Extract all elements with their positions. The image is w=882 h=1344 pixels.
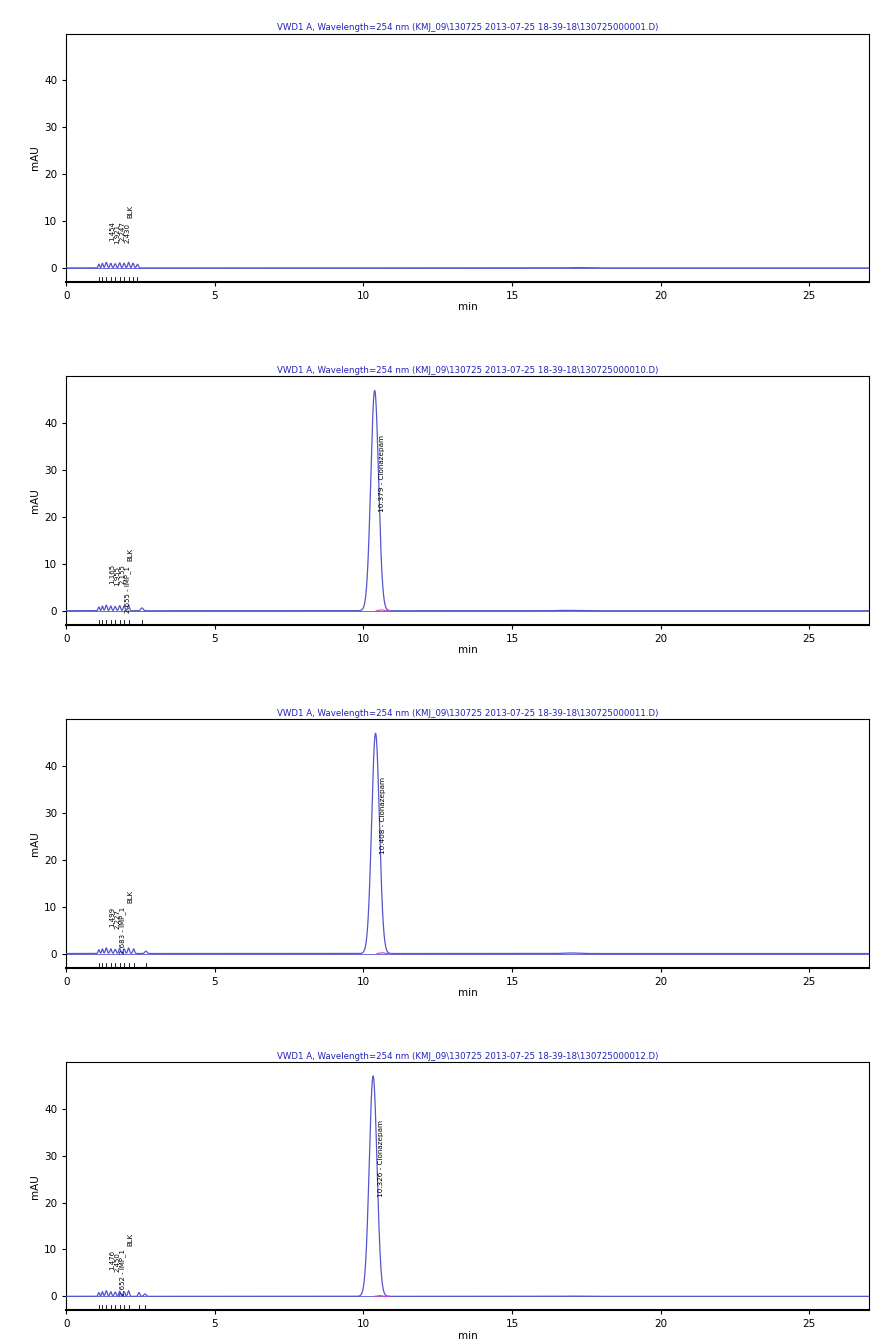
X-axis label: min: min [458, 302, 477, 312]
Text: 1.165: 1.165 [109, 564, 116, 585]
Title: VWD1 A, Wavelength=254 nm (KMJ_09\130725 2013-07-25 18-39-18\130725000011.D): VWD1 A, Wavelength=254 nm (KMJ_09\130725… [277, 708, 658, 718]
Text: 10.326 - Clonazepam: 10.326 - Clonazepam [377, 1120, 384, 1198]
Title: VWD1 A, Wavelength=254 nm (KMJ_09\130725 2013-07-25 18-39-18\130725000001.D): VWD1 A, Wavelength=254 nm (KMJ_09\130725… [277, 23, 658, 32]
X-axis label: min: min [458, 988, 477, 999]
Text: BLK: BLK [127, 890, 133, 903]
X-axis label: min: min [458, 645, 477, 656]
Text: BLK: BLK [127, 204, 133, 218]
Text: 10.408 - Clonazepam: 10.408 - Clonazepam [380, 777, 386, 855]
Text: BLK: BLK [127, 547, 133, 560]
Text: 2.247: 2.247 [120, 220, 125, 241]
Text: 2.430: 2.430 [125, 223, 131, 243]
Y-axis label: mAU: mAU [30, 145, 40, 171]
Title: VWD1 A, Wavelength=254 nm (KMJ_09\130725 2013-07-25 18-39-18\130725000010.D): VWD1 A, Wavelength=254 nm (KMJ_09\130725… [277, 366, 658, 375]
Y-axis label: mAU: mAU [30, 831, 40, 856]
Title: VWD1 A, Wavelength=254 nm (KMJ_09\130725 2013-07-25 18-39-18\130725000012.D): VWD1 A, Wavelength=254 nm (KMJ_09\130725… [277, 1051, 658, 1060]
Text: 1.921: 1.921 [115, 223, 120, 243]
Text: 2.450: 2.450 [115, 1251, 120, 1271]
Text: 2.155: 2.155 [120, 564, 125, 583]
Text: 1.454: 1.454 [109, 220, 116, 241]
Y-axis label: mAU: mAU [30, 1173, 40, 1199]
Text: 1.476: 1.476 [109, 1250, 116, 1270]
Text: BLK: BLK [127, 1232, 133, 1246]
Text: 1.955: 1.955 [115, 566, 120, 586]
Text: 10.379 - Clonazepam: 10.379 - Clonazepam [379, 434, 385, 512]
Text: 2.655 - IMP_1: 2.655 - IMP_1 [124, 566, 131, 613]
X-axis label: min: min [458, 1331, 477, 1341]
Y-axis label: mAU: mAU [30, 488, 40, 513]
Text: 2.652 - IMP_1: 2.652 - IMP_1 [119, 1250, 126, 1297]
Text: 1.499: 1.499 [109, 907, 116, 927]
Text: 2.227: 2.227 [115, 909, 120, 929]
Text: 2.683 - IMP_1: 2.683 - IMP_1 [119, 907, 126, 954]
